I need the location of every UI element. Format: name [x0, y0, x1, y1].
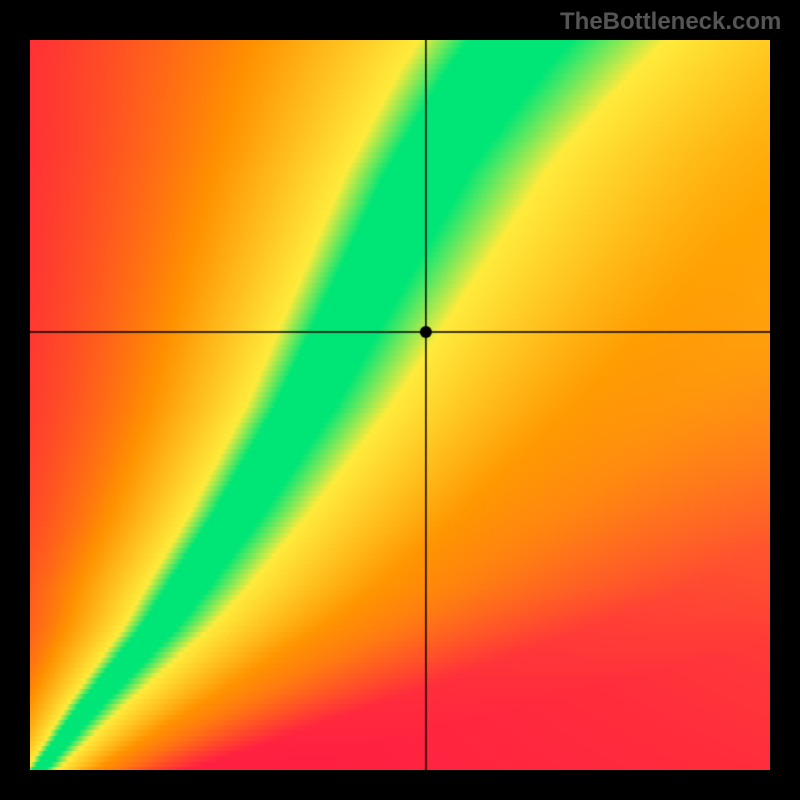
watermark-text: TheBottleneck.com [560, 8, 781, 36]
root-container: TheBottleneck.com [0, 0, 800, 800]
bottleneck-heatmap-canvas [30, 40, 770, 770]
